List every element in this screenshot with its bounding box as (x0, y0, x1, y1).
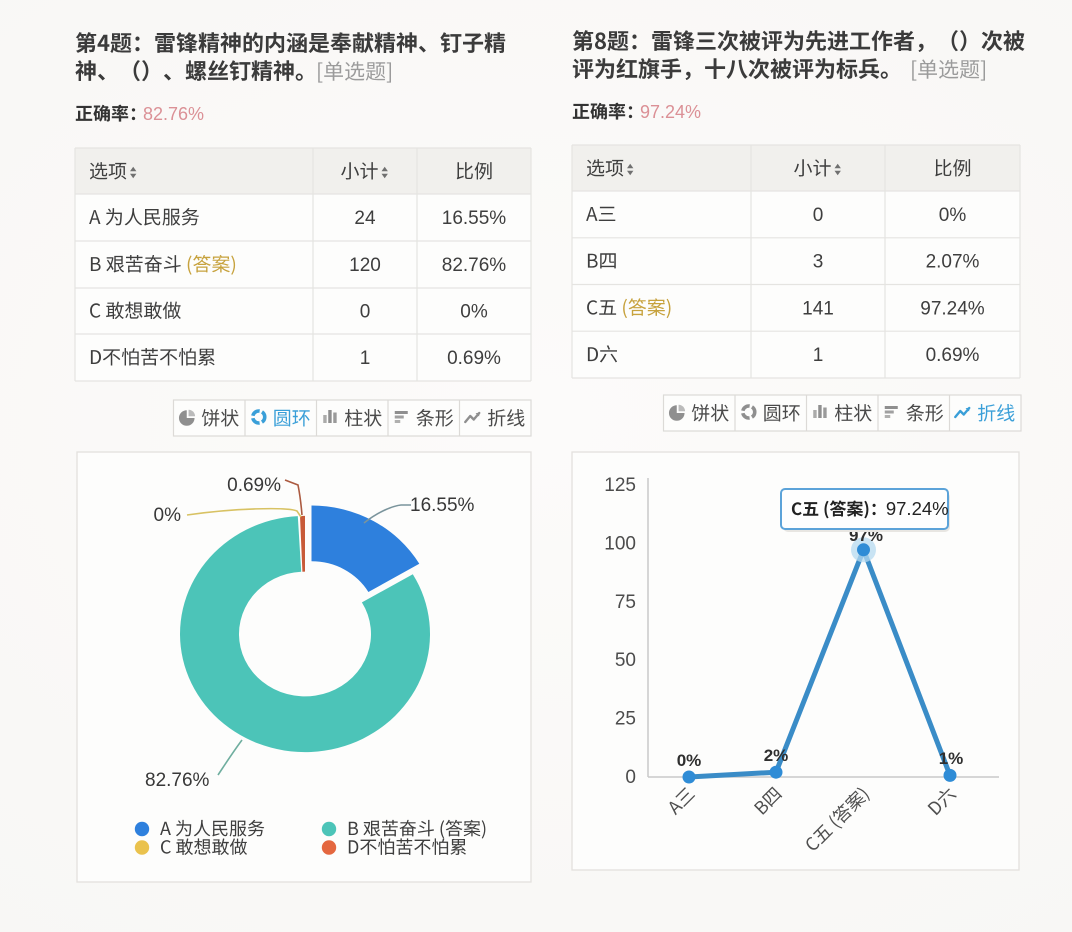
svg-text:0.69%: 0.69% (447, 348, 501, 369)
svg-text:125: 125 (604, 475, 636, 496)
svg-text:16.55%: 16.55% (410, 495, 475, 516)
svg-text:3: 3 (813, 252, 824, 273)
svg-text:0.69%: 0.69% (227, 475, 281, 496)
svg-text:75: 75 (615, 592, 636, 613)
svg-text:100: 100 (604, 533, 636, 554)
svg-text:24: 24 (354, 208, 376, 229)
svg-text:0.69%: 0.69% (926, 345, 980, 366)
svg-text:0%: 0% (939, 205, 967, 226)
svg-text:97.24%: 97.24% (920, 298, 985, 319)
svg-text:120: 120 (349, 255, 381, 276)
svg-text:1: 1 (360, 348, 371, 369)
svg-text:0: 0 (813, 205, 824, 226)
svg-text:2%: 2% (764, 746, 789, 765)
svg-text:2.07%: 2.07% (926, 252, 980, 273)
svg-text:97.24%: 97.24% (886, 498, 949, 519)
svg-text:0%: 0% (154, 505, 182, 526)
svg-text:0: 0 (360, 302, 371, 323)
svg-text:141: 141 (802, 298, 834, 319)
svg-text:82.76%: 82.76% (442, 255, 507, 276)
svg-text:16.55%: 16.55% (442, 208, 507, 229)
svg-text:97.24%: 97.24% (640, 102, 701, 122)
svg-text:82.76%: 82.76% (145, 770, 210, 791)
svg-text:50: 50 (615, 650, 636, 671)
svg-text:0: 0 (625, 767, 636, 788)
svg-text:1: 1 (813, 345, 824, 366)
svg-text:1%: 1% (939, 749, 964, 768)
svg-text:0%: 0% (677, 751, 702, 770)
svg-text:0%: 0% (460, 302, 488, 323)
svg-text:25: 25 (615, 709, 636, 730)
svg-text:82.76%: 82.76% (143, 104, 204, 124)
